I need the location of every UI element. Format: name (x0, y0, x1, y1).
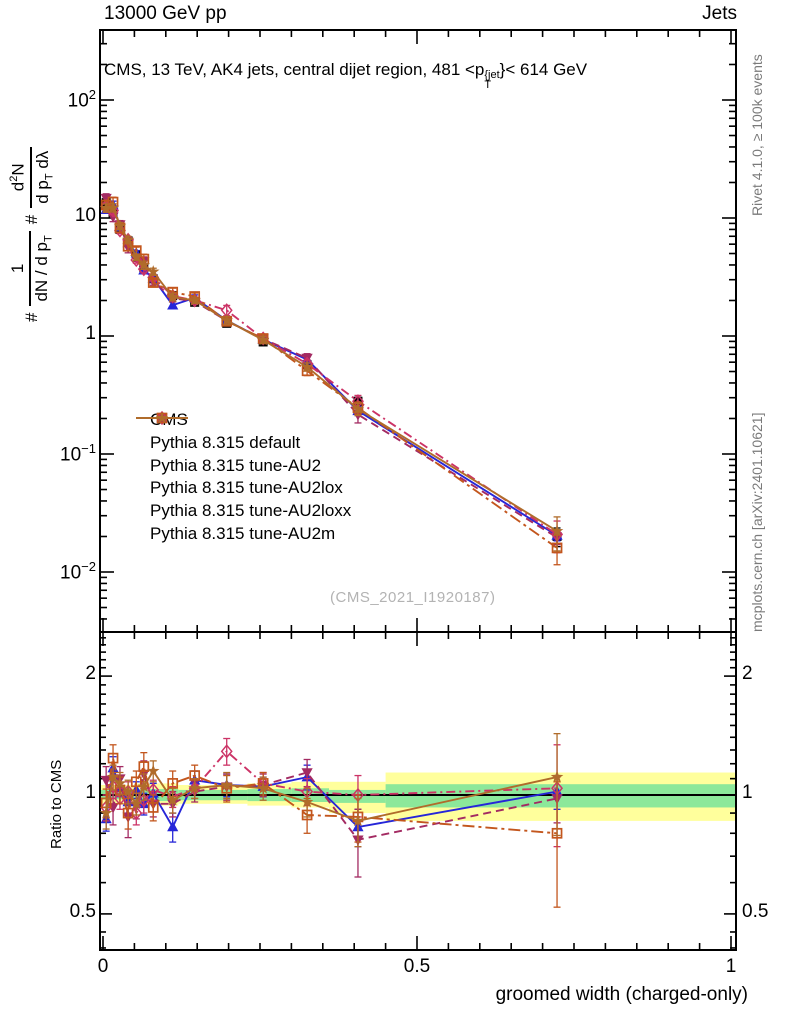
hash-sign: # (21, 312, 41, 322)
analysis-group-label: Jets (702, 3, 737, 24)
pt-jet-sub: T (484, 79, 492, 91)
plot-title-text: CMS, 13 TeV, AK4 jets, central dijet reg… (104, 60, 485, 79)
legend-label: Pythia 8.315 tune-AU2lox (150, 478, 343, 498)
y-main-tick-10^{-1}: 10−1 (60, 441, 96, 466)
legend-item-1: Pythia 8.315 default (136, 412, 351, 455)
density-fraction: d2N d pT dλ (8, 146, 56, 208)
plot-title-tail: }< 614 GeV (499, 60, 588, 79)
y-ratio-tick-left-1: 1 (85, 782, 96, 803)
pt-jet-sup: {jet (484, 69, 500, 81)
x-tick-0.5: 0.5 (403, 956, 431, 977)
density-fraction-num: d2N (8, 146, 32, 208)
norm-fraction-den: dN / d pT (32, 235, 55, 302)
pt-jet-supsub: {jet T (484, 69, 500, 91)
y-main-tick-10^{2}: 102 (67, 87, 96, 112)
rivet-version-note: Rivet 4.1.0, ≥ 100k events (749, 54, 765, 216)
legend: CMS Pythia 8.315 default Pythia 8.315 tune… (136, 409, 351, 545)
beam-energy-label: 13000 GeV pp (104, 3, 227, 24)
legend-marker-star (136, 411, 188, 424)
legend-label: Pythia 8.315 tune-AU2m (150, 523, 336, 543)
y-ratio-tick-right-2: 2 (742, 663, 753, 685)
ratio-y-axis-label: Ratio to CMS (48, 759, 65, 849)
y-ratio-tick-right-0.5: 0.5 (742, 900, 769, 922)
y-main-tick-10: 10 (74, 205, 96, 226)
axis-ticks (100, 30, 736, 950)
plot-title: CMS, 13 TeV, AK4 jets, central dijet reg… (104, 60, 588, 91)
legend-item-5: Pythia 8.315 tune-AU2m (136, 411, 351, 545)
analysis-id-watermark: (CMS_2021_I1920187) (330, 589, 496, 606)
legend-item-2: Pythia 8.315 tune-AU2 (136, 413, 351, 477)
ratio-panel-frame (99, 631, 737, 951)
y-ratio-tick-left-2: 2 (85, 663, 96, 685)
y-ratio-tick-right-1: 1 (742, 782, 753, 803)
main-y-axis-label: # 1 dN / d pT # d2N d pT dλ (8, 146, 56, 322)
y-main-tick-10^{-2}: 10−2 (60, 559, 96, 584)
legend-item-4: Pythia 8.315 tune-AU2loxx (136, 412, 352, 523)
norm-fraction: 1 dN / d pT (8, 231, 55, 306)
x-tick-1: 1 (725, 956, 737, 977)
y-ratio-tick-left-0.5: 0.5 (69, 900, 96, 922)
norm-fraction-num: 1 (8, 231, 32, 306)
density-fraction-den: d pT dλ (32, 150, 56, 204)
mc-series-pythia-8-315-tune-au2m (99, 201, 564, 848)
x-tick-0: 0 (97, 956, 109, 977)
legend-label: Pythia 8.315 default (150, 433, 301, 453)
y-main-tick-1: 1 (85, 323, 96, 344)
legend-label: Pythia 8.315 tune-AU2 (150, 455, 322, 475)
legend-item-3: Pythia 8.315 tune-AU2lox (136, 410, 351, 500)
legend-label: Pythia 8.315 tune-AU2loxx (150, 501, 352, 521)
x-axis-label: groomed width (charged-only) (495, 984, 748, 1005)
mcplots-arxiv-note: mcplots.cern.ch [arXiv:2401.10621] (749, 412, 765, 632)
